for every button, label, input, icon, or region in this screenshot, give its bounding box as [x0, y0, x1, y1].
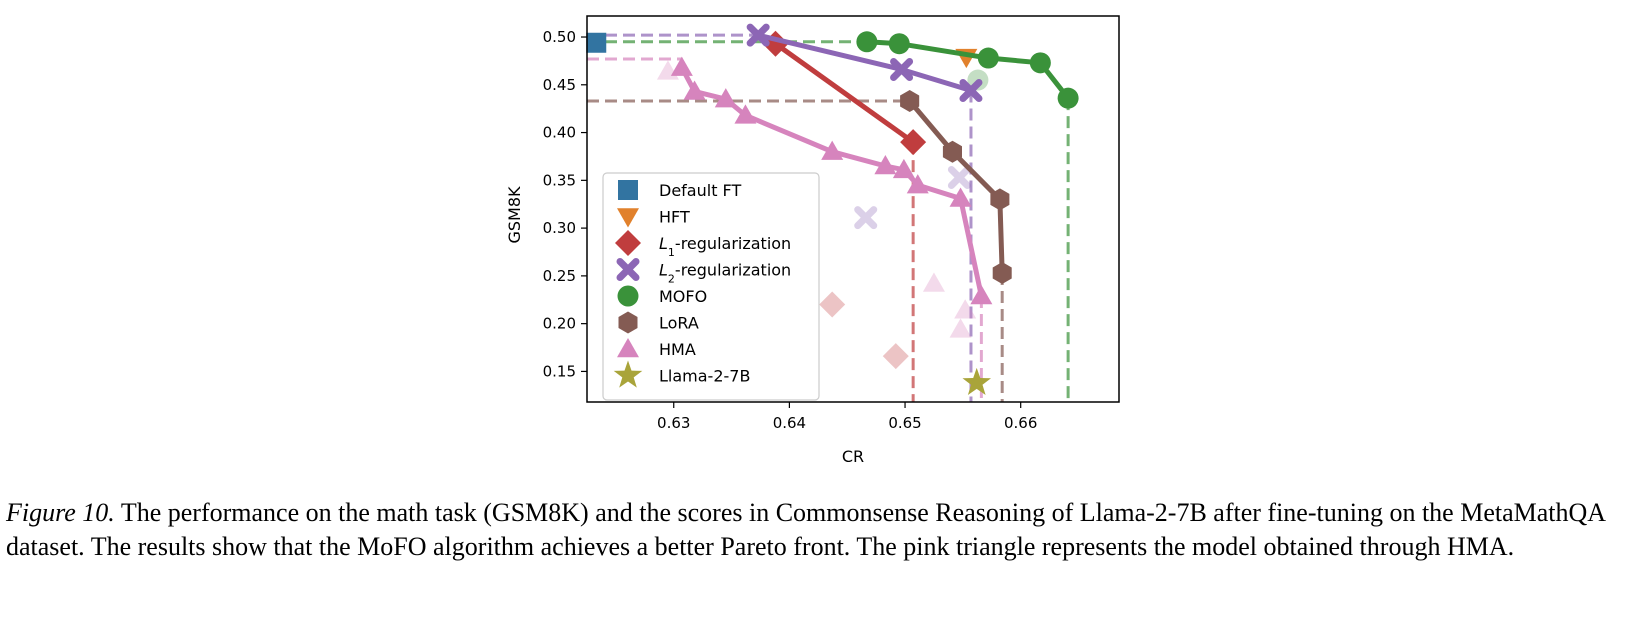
legend-label: L2-regularization — [659, 261, 791, 286]
legend-marker — [613, 360, 643, 388]
legend-label: LoRA — [659, 314, 699, 333]
data-point-hma-6 — [892, 158, 915, 179]
series-line-lora — [907, 99, 1005, 274]
legend-item: MOFO — [617, 285, 707, 307]
data-point-mofo-0 — [856, 31, 878, 53]
data-point-mofo-4 — [1057, 87, 1079, 109]
data-point-hma-2 — [714, 88, 737, 108]
legend-box — [602, 172, 820, 401]
y-tick-label: 0.30 — [543, 219, 576, 237]
faded-point-hma-1 — [922, 272, 945, 292]
data-point-mofo-3 — [1029, 52, 1051, 74]
y-tick-label: 0.45 — [543, 76, 576, 94]
y-axis: 0.15 0.20 0.25 0.30 0.35 0.40 0.45 0.50 — [543, 28, 587, 380]
series-mofo — [856, 31, 1079, 109]
legend-item: HMA — [617, 338, 696, 359]
legend-marker — [617, 285, 639, 307]
x-axis: 0.63 0.64 0.65 0.66 — [657, 402, 1037, 432]
data-point-mofo-1 — [888, 33, 910, 55]
y-tick-label: 0.50 — [543, 28, 576, 46]
legend-marker — [615, 230, 641, 256]
data-point-hma-1 — [683, 80, 706, 100]
data-point-default-ft-0 — [586, 32, 607, 53]
faded-point-hma-2 — [954, 299, 977, 319]
series-hma — [670, 56, 993, 305]
chart: 0.63 0.64 0.65 0.66CR0.150.200.250.300.350.… — [505, 15, 1120, 466]
data-point-l2-regularization-0 — [746, 23, 770, 47]
y-tick-label: 0.40 — [543, 124, 576, 142]
series-line-hma — [679, 66, 984, 297]
legend-marker — [617, 208, 639, 228]
faded-point-l2-regularization-1 — [947, 165, 971, 189]
legend-marker — [616, 258, 640, 281]
data-point-hma-9 — [970, 284, 993, 305]
y-tick-label: 0.20 — [543, 315, 576, 333]
legend-label: HMA — [659, 340, 696, 359]
faded-point-l1-regularization-0 — [819, 291, 846, 318]
legend-marker — [618, 180, 638, 200]
data-point-l2-regularization-2 — [959, 79, 983, 103]
y-axis-label: GSM8K — [505, 186, 524, 244]
faded-point-l1-regularization-1 — [882, 343, 909, 370]
data-point-hma-3 — [734, 104, 757, 124]
x-tick-label: 0.66 — [1004, 414, 1037, 432]
data-point-lora-1 — [942, 140, 962, 163]
data-point-lora-0 — [900, 90, 920, 112]
data-point-lora-2 — [990, 188, 1010, 211]
faded-point-hma-3 — [949, 318, 972, 338]
legend-label: Default FT — [659, 181, 741, 200]
legend-label: Llama-2-7B — [659, 367, 750, 386]
series-line-l1-regularization — [774, 41, 915, 145]
plot-frame — [586, 15, 1120, 403]
legend-item: L1-regularization — [615, 230, 791, 259]
caption-text: The performance on the math task (GSM8K)… — [6, 498, 1605, 561]
data-point-l2-regularization-1 — [890, 58, 914, 82]
x-tick-label: 0.64 — [773, 414, 806, 432]
series-l2-regularization — [746, 23, 983, 103]
legend-item: HFT — [617, 208, 690, 228]
x-axis-label: CR — [842, 447, 864, 466]
faded-point-l2-regularization-0 — [854, 206, 878, 230]
y-tick-label: 0.25 — [543, 267, 576, 285]
figure: 0.63 0.64 0.65 0.66 CR 0.15 0.20 0.25 0.30 0.35 0.… — [505, 15, 1120, 466]
legend-item: L2-regularization — [616, 258, 791, 286]
series-l1-regularization — [762, 30, 927, 156]
x-tick-label: 0.63 — [657, 414, 690, 432]
legend-label: L1-regularization — [659, 234, 791, 259]
legend-item: Llama-2-7B — [613, 360, 750, 388]
y-tick-label: 0.35 — [543, 171, 576, 189]
series-default-ft — [586, 32, 607, 53]
legend-item: Default FT — [618, 180, 741, 200]
figure-caption: Figure 10. The performance on the math t… — [6, 496, 1632, 564]
series-lora — [900, 90, 1012, 284]
y-tick-label: 0.15 — [543, 362, 576, 380]
data-point-hma-8 — [949, 187, 972, 207]
legend-item: LoRA — [618, 311, 699, 334]
caption-label: Figure 10. — [6, 498, 115, 527]
legend: Default FT HFT L1-regularizationL2-regular… — [602, 172, 820, 401]
legend-marker — [617, 338, 639, 358]
legend-label: HFT — [659, 208, 690, 227]
data-point-llama-2-7b-0 — [962, 367, 991, 395]
data-point-l1-regularization-1 — [900, 129, 927, 156]
data-point-hma-7 — [906, 174, 929, 194]
series-llama-2-7b — [962, 367, 991, 395]
data-point-hma-0 — [670, 56, 693, 76]
legend-label: MOFO — [659, 287, 707, 306]
data-point-lora-3 — [992, 262, 1012, 284]
legend-marker — [618, 311, 638, 334]
data-point-hma-4 — [821, 140, 844, 160]
data-point-mofo-2 — [977, 47, 999, 69]
data-point-hma-5 — [874, 155, 897, 175]
x-tick-label: 0.65 — [888, 414, 921, 432]
